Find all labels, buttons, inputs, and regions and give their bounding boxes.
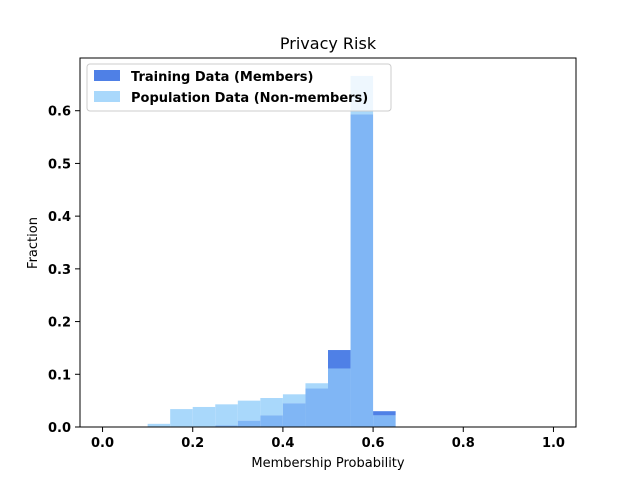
bar-overlap [373,415,396,427]
y-tick-label: 0.3 [48,263,71,278]
y-tick-label: 0.1 [48,368,71,383]
bar-overlap [328,368,351,427]
legend-label-members: Training Data (Members) [131,70,313,85]
bar-members [328,350,351,369]
legend-label-non-members: Population Data (Non-members) [131,91,368,106]
bar-non-members [260,398,283,416]
y-tick-label: 0.2 [48,316,71,331]
bar-overlap [282,403,306,427]
y-tick-label: 0.5 [48,157,71,172]
x-tick-label: 0.4 [271,436,294,451]
bar-members [373,411,396,416]
plot-frame [79,57,577,428]
legend: Training Data (Members) Population Data … [86,63,392,112]
y-tick-label: 0.6 [48,105,71,120]
bar-non-members [282,394,306,404]
y-tick-label: 0.4 [48,210,71,225]
y-axis: 0.0 0.1 0.2 0.3 0.4 0.5 0.6 [48,105,80,436]
bar-non-members [192,406,216,427]
legend-swatch-non-members [94,91,120,102]
bar-overlap [260,415,283,427]
legend-swatch-members [94,70,120,81]
bar-non-members [305,383,328,389]
y-tick-label: 0.0 [48,421,71,436]
x-axis-label: Membership Probability [251,456,405,471]
bar-overlap [215,425,238,427]
bar-non-members [237,400,261,421]
x-tick-label: 1.0 [542,436,565,451]
x-tick-label: 0.8 [452,436,475,451]
bars-group [147,75,396,427]
chart-title: Privacy Risk [280,34,377,53]
x-axis: 0.0 0.2 0.4 0.6 0.8 1.0 [91,427,565,451]
x-tick-label: 0.2 [181,436,204,451]
bar-non-members [147,423,171,427]
x-tick-label: 0.6 [362,436,385,451]
bar-non-members [215,404,238,426]
bar-non-members [170,409,193,427]
bar-overlap [237,420,261,427]
y-axis-label: Fraction [26,217,41,269]
legend-box [86,63,392,112]
x-tick-label: 0.0 [91,436,114,451]
bar-overlap [350,114,374,427]
bar-overlap [305,388,328,427]
